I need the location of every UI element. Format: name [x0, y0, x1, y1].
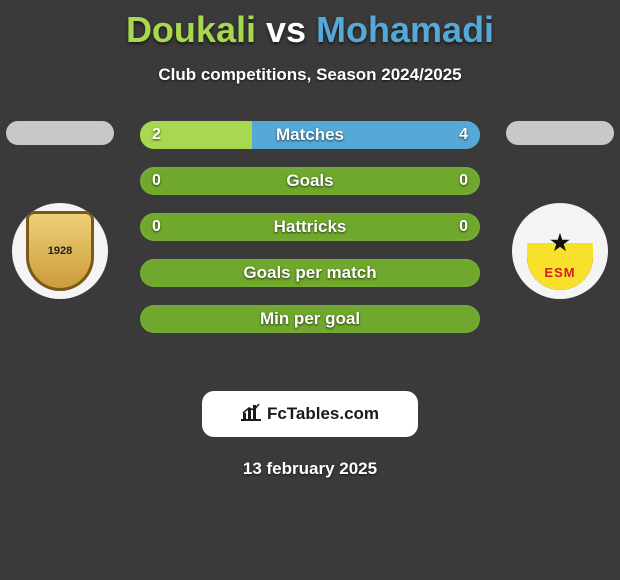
player-left-year: 1928: [48, 245, 72, 257]
title-vs: vs: [266, 9, 306, 50]
player-left-badge: 1928: [12, 203, 108, 299]
stat-row: Goals per match: [140, 259, 480, 287]
bar-value-right: 0: [459, 167, 468, 195]
player-left-crest: 1928: [26, 211, 94, 291]
brand-box: FcTables.com: [202, 391, 418, 437]
player-right-crest: ★ ESM: [527, 212, 593, 290]
bar-label: Goals per match: [140, 259, 480, 287]
player-left-slot: 1928: [0, 121, 120, 299]
comparison-area: 1928 ★ ESM Matches24Goals00Hattricks00Go…: [0, 121, 620, 371]
chart-icon: [241, 403, 261, 426]
player-right-badge: ★ ESM: [512, 203, 608, 299]
bar-label: Goals: [140, 167, 480, 195]
title-player2: Mohamadi: [316, 9, 494, 50]
page-title: Doukali vs Mohamadi: [0, 0, 620, 51]
title-player1: Doukali: [126, 9, 256, 50]
stat-row: Min per goal: [140, 305, 480, 333]
player-left-pill: [6, 121, 114, 145]
bar-fill-left: [140, 121, 252, 149]
bar-value-left: 0: [152, 167, 161, 195]
star-icon: ★: [550, 230, 570, 256]
stat-row: Hattricks0 0: [140, 213, 480, 241]
bar-value-left: 0: [152, 213, 161, 241]
bar-label: Hattricks: [140, 213, 480, 241]
bar-fill-right: [252, 121, 480, 149]
player-right-pill: [506, 121, 614, 145]
bar-value-right: 0: [459, 213, 468, 241]
stat-row: Goals0 0: [140, 167, 480, 195]
stat-row: Matches24: [140, 121, 480, 149]
stat-bars: Matches24Goals00Hattricks00Goals per mat…: [140, 121, 480, 351]
player-right-slot: ★ ESM: [500, 121, 620, 299]
date-text: 13 february 2025: [0, 459, 620, 479]
bar-label: Min per goal: [140, 305, 480, 333]
subtitle: Club competitions, Season 2024/2025: [0, 65, 620, 85]
player-right-initials: ESM: [544, 265, 575, 280]
brand-text: FcTables.com: [267, 404, 379, 424]
